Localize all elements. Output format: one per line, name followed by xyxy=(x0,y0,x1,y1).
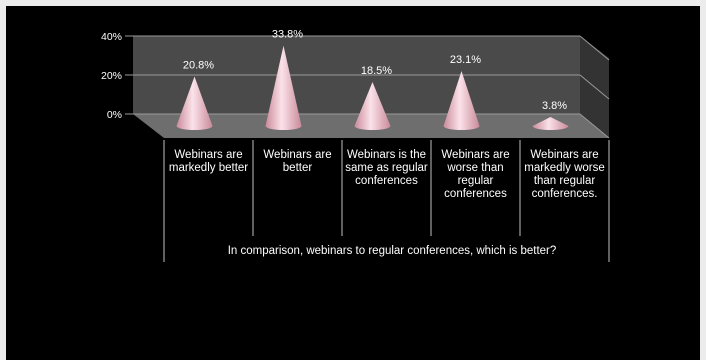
category-label: Webinars are better xyxy=(263,149,332,174)
category-label: Webinars are markedly worse than regular… xyxy=(524,149,605,200)
cone-bar xyxy=(265,45,302,130)
chart-svg: 0% 20% 40% 20.8% 33.8% 18.5% 23.1% 3.8% xyxy=(101,29,610,262)
gridline-side xyxy=(579,35,610,61)
data-labels: 20.8% 33.8% 18.5% 23.1% 3.8% xyxy=(183,29,567,112)
chart-frame: 0% 20% 40% 20.8% 33.8% 18.5% 23.1% 3.8% Webina… xyxy=(6,6,700,360)
category-axis-lines xyxy=(163,140,610,262)
y-axis-ticks: 0% 20% 40% xyxy=(101,31,122,121)
cone-bar xyxy=(176,76,213,130)
data-label: 20.8% xyxy=(183,60,214,72)
y-tick-label: 0% xyxy=(107,109,122,121)
gridline-side xyxy=(579,113,610,139)
category-label: Webinars are markedly better xyxy=(168,149,249,174)
cone-bar xyxy=(443,71,480,130)
gridline-side xyxy=(579,74,610,100)
cone-series xyxy=(176,45,569,130)
category-label: Webinars is the same as regular conferen… xyxy=(345,149,428,187)
cone-bar xyxy=(532,116,569,130)
category-label: Webinars are worse than regular conferen… xyxy=(441,149,510,200)
data-label: 18.5% xyxy=(361,65,392,77)
data-label: 33.8% xyxy=(272,29,303,41)
y-tick-label: 20% xyxy=(101,70,122,82)
data-label: 23.1% xyxy=(450,54,481,66)
cone-bar xyxy=(354,81,391,130)
x-axis-title: In comparison, webinars to regular confe… xyxy=(227,245,557,257)
y-tick-label: 40% xyxy=(101,31,122,43)
data-label: 3.8% xyxy=(542,100,567,112)
